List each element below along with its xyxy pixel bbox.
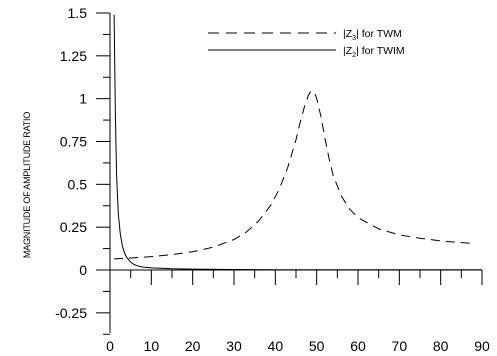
x-tick-label: 60 <box>350 338 366 354</box>
y-tick-label: 0.75 <box>60 134 87 150</box>
legend-label: |Z2| for TWIM <box>343 45 405 59</box>
x-tick-label: 70 <box>392 338 408 354</box>
x-tick-label: 10 <box>144 338 160 354</box>
x-tick-labels: 0 10 20 30 40 50 60 70 80 90 <box>106 338 490 354</box>
x-tick-label: 0 <box>106 338 114 354</box>
x-tick-label: 20 <box>185 338 201 354</box>
y-tick-label: 1 <box>79 91 87 107</box>
y-axis-title: MAGNITUDE OF AMPLITUDE RATIO <box>22 112 32 258</box>
y-tick-label: 1.25 <box>60 48 87 64</box>
y-tick-labels: -0.25 0 0.25 0.5 0.75 1 1.25 1.5 <box>55 5 87 321</box>
series-line-z2-twim <box>113 14 482 271</box>
x-tick-label: 90 <box>474 338 490 354</box>
y-tick-label: 0 <box>79 262 87 278</box>
legend: |Z3| for TWM |Z2| for TWIM <box>208 28 405 59</box>
y-tick-label: -0.25 <box>55 305 87 321</box>
y-tick-label: 0.25 <box>60 219 87 235</box>
y-tick-label: 1.5 <box>68 5 88 21</box>
x-tick-label: 80 <box>433 338 449 354</box>
x-tick-label: 40 <box>268 338 284 354</box>
plot-area <box>113 14 482 271</box>
y-tick-label: 0.5 <box>68 176 88 192</box>
axes <box>96 12 483 335</box>
x-tick-label: 30 <box>226 338 242 354</box>
x-tick-label: 50 <box>309 338 325 354</box>
series-line-z3-twm <box>114 90 474 260</box>
legend-label: |Z3| for TWM <box>343 28 402 42</box>
